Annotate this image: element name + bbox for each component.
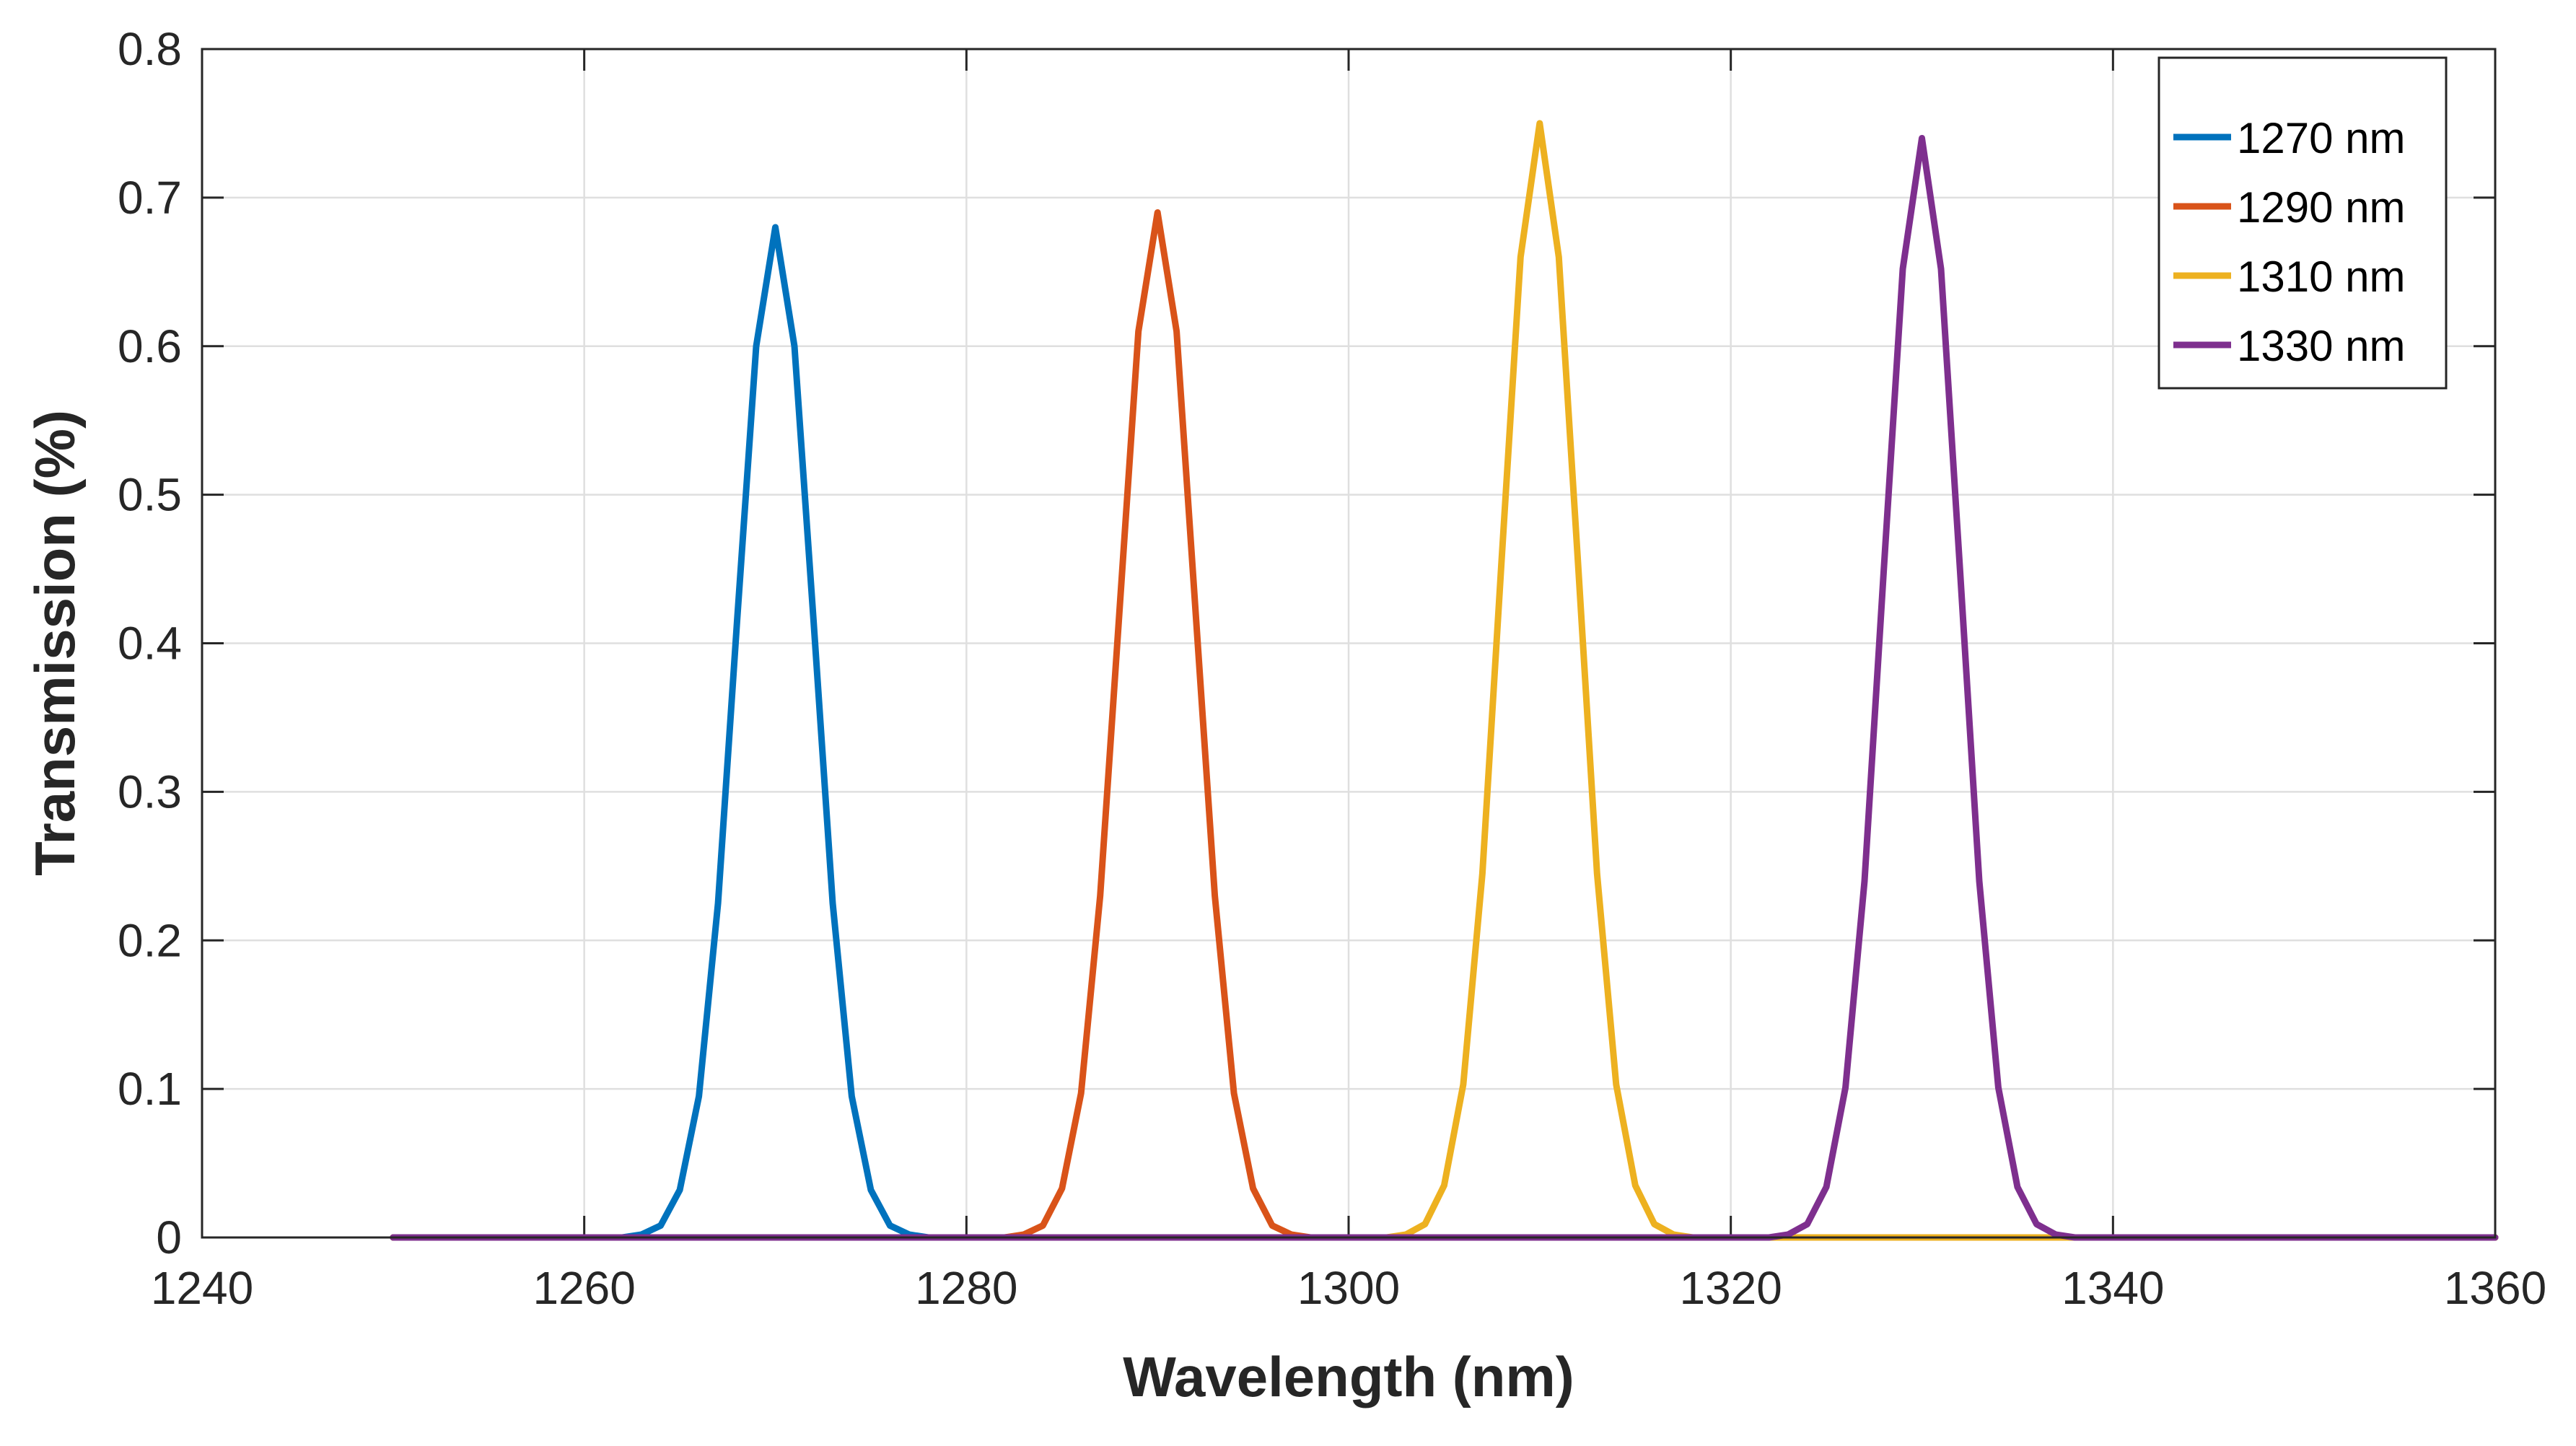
x-tick-labels: 1240 1260 1280 1300 1320 1340 1360: [151, 1262, 2546, 1314]
y-tick-label: 0.5: [118, 469, 182, 521]
y-tick-label: 0.6: [118, 320, 182, 372]
legend-box: [2157, 56, 2448, 390]
legend-label: 1310 nm: [2237, 253, 2406, 301]
plot-frame: [201, 48, 2497, 1239]
x-tick-label: 1260: [533, 1262, 635, 1314]
x-tick-label: 1280: [915, 1262, 1017, 1314]
y-tick-label: 0.8: [118, 23, 182, 75]
y-axis-title: Transmission (%): [23, 410, 87, 876]
y-tick-labels: 0 0.1 0.2 0.3 0.4 0.5 0.6 0.7 0.8: [118, 23, 182, 1263]
x-tick-label: 1300: [1297, 1262, 1400, 1314]
legend-label: 1290 nm: [2237, 183, 2406, 232]
legend-label: 1270 nm: [2237, 114, 2406, 162]
y-tick-label: 0.4: [118, 618, 182, 670]
y-tick-label: 0.2: [118, 914, 182, 966]
x-tick-label: 1240: [151, 1262, 253, 1314]
x-axis-title: Wavelength (nm): [1123, 1345, 1574, 1408]
legend: 1270 nm 1290 nm 1310 nm 1330 nm: [2157, 56, 2448, 390]
x-tick-label: 1320: [1679, 1262, 1782, 1314]
y-tick-label: 0.3: [118, 766, 182, 818]
x-tick-label: 1360: [2444, 1262, 2546, 1314]
legend-label: 1330 nm: [2237, 322, 2406, 370]
y-tick-label: 0: [156, 1211, 182, 1263]
y-tick-label: 0.7: [118, 172, 182, 224]
legend-items: 1270 nm 1290 nm 1310 nm 1330 nm: [2173, 114, 2406, 370]
x-tick-label: 1340: [2062, 1262, 2164, 1314]
y-tick-label: 0.1: [118, 1063, 182, 1115]
